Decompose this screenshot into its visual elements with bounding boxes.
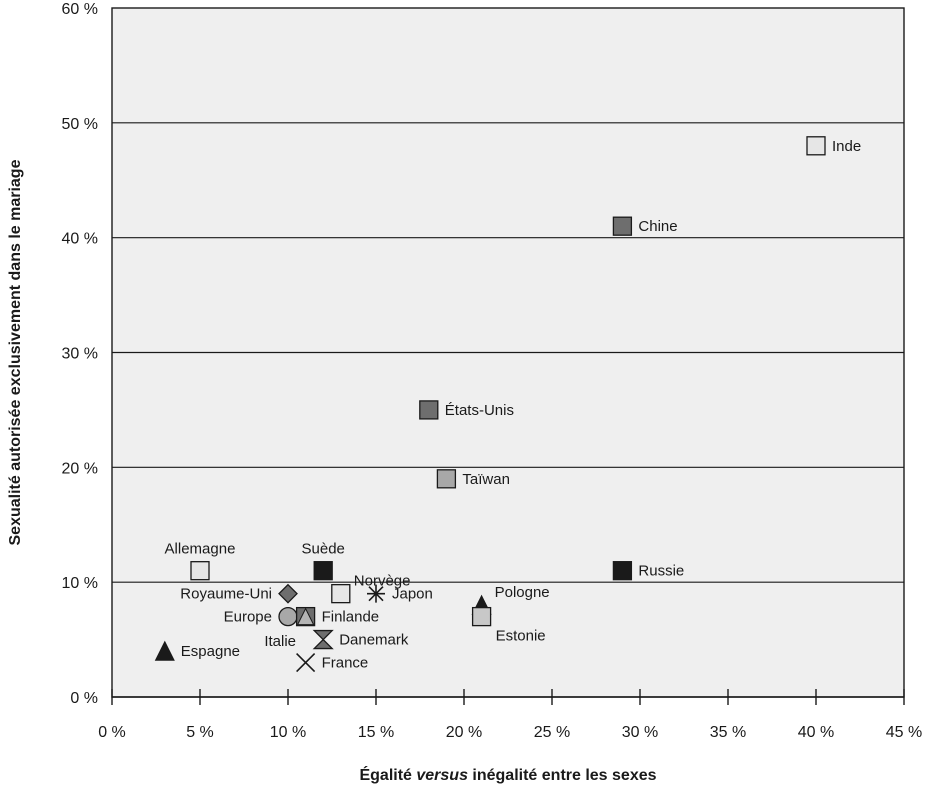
marker-square [436, 469, 457, 489]
marker-diamond [278, 583, 298, 604]
point-europe: Europe [224, 606, 298, 627]
point-inde: Inde [806, 136, 861, 156]
y-axis-ticks: 0 % 10 % 20 % 30 % 40 % 50 % 60 % [62, 1, 98, 707]
point-label: Estonie [496, 628, 546, 645]
point-label: Danemark [339, 632, 409, 649]
point-label: Suède [302, 541, 345, 558]
point-label: Italie [264, 633, 296, 650]
marker-asterisk [367, 584, 385, 603]
point-italie: Italie [264, 633, 296, 650]
point-label: France [322, 655, 369, 672]
point-label: Espagne [181, 643, 240, 660]
y-tick-label: 20 % [62, 460, 98, 477]
point-ta-wan: Taïwan [436, 469, 510, 489]
point-label: Taïwan [462, 471, 510, 488]
x-tick-label: 30 % [622, 724, 658, 741]
marker-square [806, 136, 826, 156]
gridlines [112, 122, 904, 583]
marker-square [612, 216, 633, 236]
x-tick-label: 45 % [886, 724, 922, 741]
point-espagne: Espagne [154, 640, 240, 661]
x-axis-title: Égalité versus inégalité entre les sexes [359, 765, 656, 784]
marker-triangle [296, 607, 315, 626]
point-royaume-uni: Royaume-Uni [180, 583, 298, 604]
point-chine: Chine [612, 216, 678, 236]
point-label: Finlande [322, 609, 380, 626]
x-tick-label: 35 % [710, 724, 746, 741]
point-allemagne: Allemagne [165, 541, 236, 581]
marker-square [471, 606, 492, 627]
marker-square [331, 584, 351, 604]
marker-triangle [154, 640, 175, 661]
y-tick-label: 60 % [62, 1, 98, 18]
point-danemark: Danemark [312, 629, 409, 650]
point-france: France [296, 652, 369, 673]
point-label: Inde [832, 138, 861, 155]
marker-cross [296, 652, 316, 673]
point-label: Europe [224, 609, 272, 626]
point-label: Allemagne [165, 541, 236, 558]
y-tick-label: 0 % [70, 690, 98, 707]
marker-circle [278, 606, 298, 627]
point-norv-ge: Norvège [331, 573, 411, 604]
y-tick-label: 10 % [62, 575, 98, 592]
point--tats-unis: États-Unis [419, 400, 514, 420]
y-tick-label: 30 % [62, 346, 98, 363]
marker-hourglass [312, 629, 334, 650]
point-label: Chine [638, 218, 677, 235]
x-axis-title-part: Égalité [359, 765, 416, 784]
x-tick-label: 40 % [798, 724, 834, 741]
point-su-de: Suède [302, 541, 345, 581]
point-label: Japon [392, 586, 433, 603]
x-axis-title-part: inégalité entre les sexes [468, 767, 657, 784]
y-axis-title: Sexualité autorisée exclusivement dans l… [7, 159, 24, 545]
x-tick-label: 15 % [358, 724, 394, 741]
x-tick-label: 20 % [446, 724, 482, 741]
point-label: Russie [638, 563, 684, 580]
data-points: Inde Chine États-Unis Taïwan Russie Allemagne… [154, 136, 861, 673]
point-russie: Russie [612, 561, 684, 581]
point-finlande: Finlande [295, 606, 380, 627]
point-estonie: Estonie [471, 606, 546, 645]
x-tick-label: 10 % [270, 724, 306, 741]
y-tick-label: 40 % [62, 231, 98, 248]
point-label: Royaume-Uni [180, 586, 272, 603]
marker-square [313, 561, 333, 581]
x-tick-label: 0 % [98, 724, 126, 741]
x-axis-ticks: 0 % 5 % 10 % 15 % 20 % 25 % 30 % 35 % 40 % 45 % [98, 689, 922, 741]
marker-square [190, 561, 210, 581]
y-tick-label: 50 % [62, 116, 98, 133]
point-label: Norvège [354, 573, 411, 590]
x-axis-title-part: versus [416, 767, 468, 784]
marker-square [419, 400, 439, 420]
x-tick-label: 25 % [534, 724, 570, 741]
point-label: États-Unis [445, 402, 514, 419]
point-label: Pologne [495, 584, 550, 601]
point-japon: Japon [367, 584, 433, 603]
marker-square [612, 561, 633, 581]
x-tick-label: 5 % [186, 724, 214, 741]
